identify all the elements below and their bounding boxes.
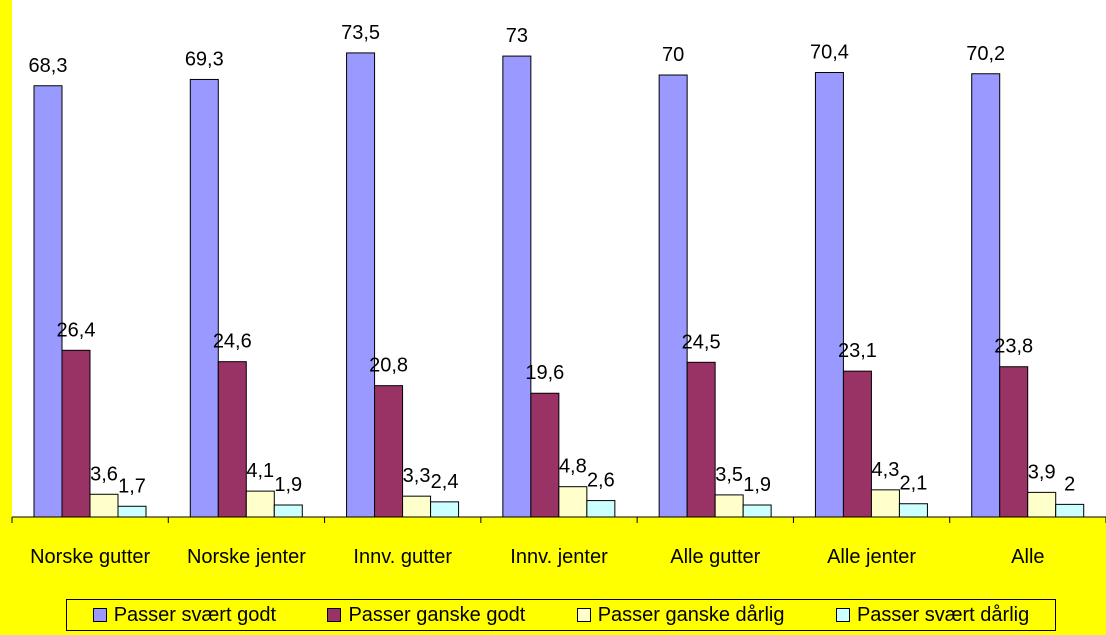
- legend-item-passer-svaert-darlig: Passer svært dårlig: [835, 603, 1030, 627]
- data-label: 2,6: [587, 470, 615, 492]
- bar: [273, 504, 303, 518]
- bar: [870, 489, 900, 518]
- data-label: 69,3: [185, 48, 224, 70]
- data-label: 70,2: [966, 43, 1005, 65]
- bar: [558, 486, 588, 518]
- data-label: 3,9: [1028, 461, 1056, 483]
- legend-item-passer-svaert-godt: Passer svært godt: [92, 603, 277, 627]
- legend-swatch: [92, 608, 107, 622]
- legend-label: Passer ganske godt: [348, 603, 526, 626]
- data-label: 4,1: [246, 460, 274, 482]
- legend-label: Passer ganske dårlig: [597, 603, 785, 626]
- legend-item-passer-ganske-godt: Passer ganske godt: [327, 604, 525, 627]
- data-label: 1,9: [274, 474, 302, 496]
- bar: [714, 494, 744, 518]
- bar: [1055, 503, 1085, 518]
- legend-swatch: [576, 608, 591, 622]
- bar: [686, 361, 716, 518]
- data-label: 3,5: [715, 464, 743, 486]
- data-label: 2,1: [900, 473, 928, 495]
- legend-swatch: [835, 608, 850, 622]
- data-label: 3,6: [90, 463, 118, 485]
- data-label: 73: [506, 25, 528, 47]
- bar: [530, 392, 560, 518]
- legend-label: Passer svært godt: [113, 603, 277, 626]
- data-label: 26,4: [57, 319, 96, 341]
- data-label: 20,8: [369, 355, 408, 377]
- bar: [346, 52, 376, 518]
- bar: [971, 73, 1001, 518]
- category-label: Alle gutter: [670, 546, 760, 568]
- bar: [430, 501, 460, 518]
- bar: [502, 55, 532, 518]
- legend-item-passer-ganske-darlig: Passer ganske dårlig: [576, 603, 785, 627]
- data-label: 4,3: [872, 459, 900, 481]
- data-label: 1,7: [118, 475, 146, 497]
- bar: [33, 85, 63, 518]
- category-label: Innv. jenter: [510, 546, 608, 568]
- category-label: Norske jenter: [187, 546, 306, 568]
- bar: [402, 495, 432, 518]
- bar: [898, 503, 928, 518]
- data-label: 70: [662, 44, 684, 66]
- bar: [742, 504, 772, 518]
- category-label: Innv. gutter: [353, 546, 452, 568]
- bar: [189, 78, 219, 518]
- data-label: 23,1: [838, 340, 877, 362]
- bar: [586, 500, 616, 518]
- data-label: 24,6: [213, 331, 252, 353]
- data-label: 4,8: [559, 456, 587, 478]
- bar: [999, 366, 1029, 518]
- data-label: 3,3: [403, 465, 431, 487]
- category-label: Alle: [1011, 546, 1044, 568]
- data-label: 2,4: [431, 471, 459, 493]
- legend-label: Passer svært dårlig: [856, 603, 1030, 626]
- bar: [89, 493, 119, 518]
- bar: [814, 71, 844, 518]
- data-label: 23,8: [994, 336, 1033, 358]
- data-label: 19,6: [525, 362, 564, 384]
- legend: Passer svært godt Passer ganske godt Pas…: [66, 599, 1056, 631]
- bar: [1027, 491, 1057, 518]
- bar: [217, 361, 247, 518]
- data-label: 2: [1064, 473, 1075, 495]
- category-label: Alle jenter: [827, 546, 916, 568]
- bar: [374, 385, 404, 518]
- bar: [658, 74, 688, 518]
- bar: [61, 349, 91, 518]
- bar: [842, 370, 872, 518]
- bar: [245, 490, 275, 518]
- data-label: 70,4: [810, 41, 849, 63]
- category-label: Norske gutter: [30, 546, 150, 568]
- data-label: 1,9: [743, 474, 771, 496]
- legend-swatch: [327, 608, 342, 622]
- data-label: 24,5: [682, 331, 721, 353]
- data-label: 73,5: [341, 22, 380, 44]
- data-label: 68,3: [29, 55, 68, 77]
- bar: [117, 505, 147, 518]
